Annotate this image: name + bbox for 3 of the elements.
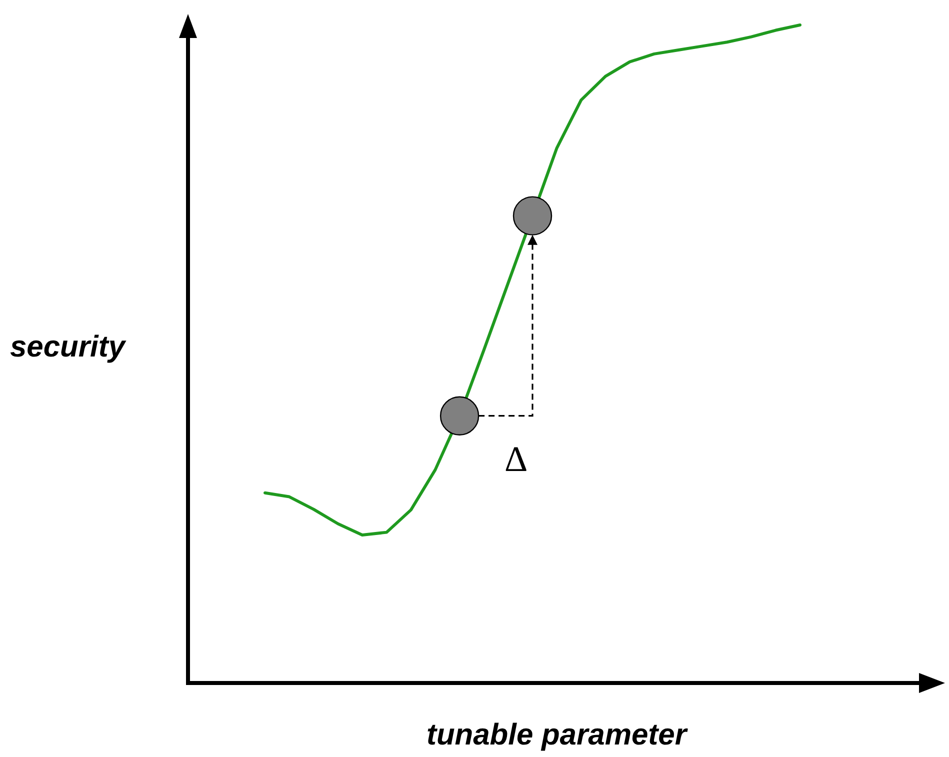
x-axis-title: tunable parameter: [426, 718, 689, 752]
y-axis-title: security: [10, 330, 126, 364]
annotation: Δ: [504, 438, 528, 479]
